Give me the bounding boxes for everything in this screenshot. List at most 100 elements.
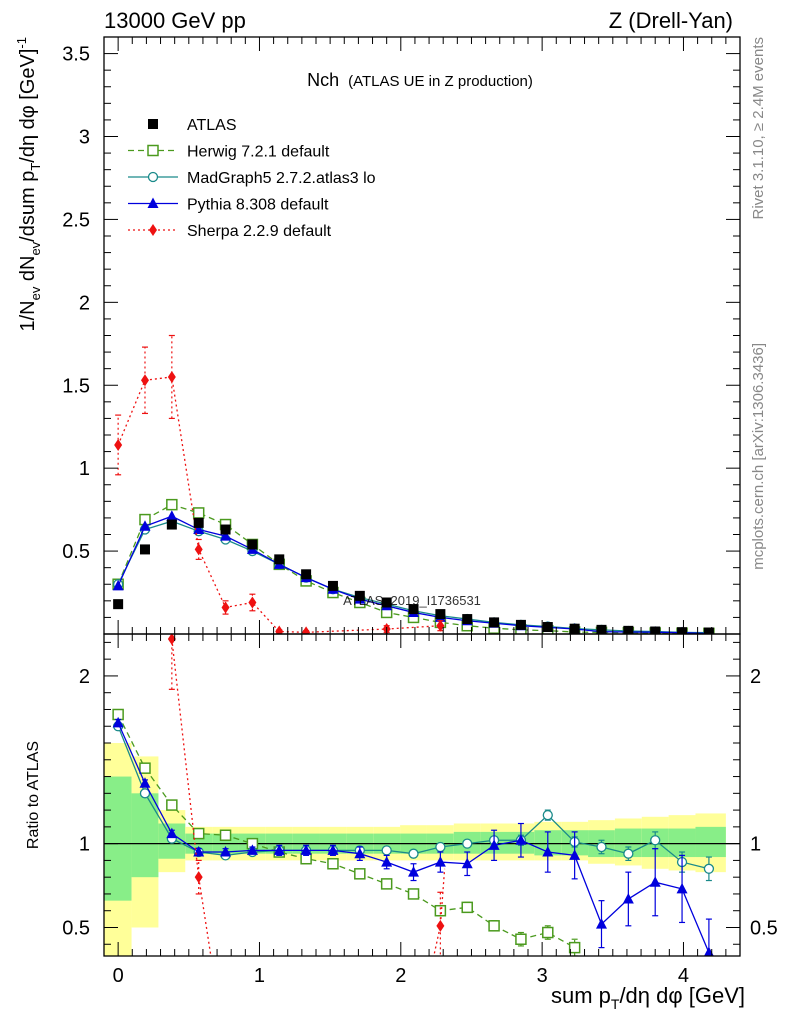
legend-marker [149,224,157,236]
legend-label: ATLAS [187,117,237,134]
atlas-point [247,539,258,550]
atlas-point [677,627,688,634]
atlas-point [435,609,446,620]
sherpa-ratio-point [167,634,176,646]
x-tick-label: 4 [678,965,689,987]
pythia-ratio-point [408,866,420,877]
ratio-series-pythia [112,716,714,956]
ratio-panel: 0 1 2 3 4 0.5 0.5 1 1 2 2 Ratio to ATLAS [25,633,778,987]
pythia-ratio-point [461,857,473,869]
legend-marker [147,171,159,183]
atlas-point [301,569,312,580]
pythia-point [112,579,124,591]
ratio-y-tick-label-right: 1 [750,834,761,856]
watermark: ATLAS_2019_I1736531 [343,593,481,608]
herwig-ratio-point [407,888,420,900]
sherpa-ratio-line [171,638,212,956]
ratio-plot-data [104,634,740,956]
madgraph-ratio-point [596,841,607,853]
sherpa-ratio-point [194,871,203,884]
main-plot-data [112,334,715,634]
herwig-ratio-point [515,933,527,945]
legend-item-madgraph: MadGraph5 2.7.2.atlas3 lo [128,170,376,187]
y-tick-label: 1 [79,458,90,480]
herwig-ratio-point [219,829,232,841]
atlas-point [274,554,285,565]
x-tick-label: 3 [537,965,548,987]
pythia-ratio-point [622,892,634,904]
atlas-point [113,599,124,610]
legend: ATLAS Herwig 7.2.1 default MadGraph5 2.7.2… [128,117,376,240]
ratio-y-tick-label-right: 2 [750,666,761,688]
y-tick-label: 2 [79,292,90,314]
legend-marker [147,144,159,157]
legend-item-atlas: ATLAS [148,117,237,134]
herwig-ratio-point [139,762,151,774]
band-inner [695,826,726,858]
y-tick-label: 3.5 [62,44,90,66]
ratio-y-axis-label: Ratio to ATLAS [25,741,42,849]
legend-label: Herwig 7.2.1 default [187,144,330,161]
atlas-point [354,590,365,601]
chart-title: Nch (ATLAS UE in Z production) [307,70,533,90]
pythia-ratio-point [676,882,688,894]
pythia-ratio-point [246,844,258,855]
pythia-ratio-point [595,918,607,929]
band-inner [131,793,159,878]
legend-label: Sherpa 2.2.9 default [187,223,332,240]
herwig-ratio-point [461,901,473,914]
madgraph-ratio-point [408,848,419,859]
atlas-point [623,625,634,634]
sherpa-ratio-line [433,868,446,956]
chart-subtitle: (ATLAS UE in Z production) [348,73,533,90]
sherpa-point [194,543,203,556]
y-tick-label: 0.5 [62,541,90,563]
sherpa-point [140,374,149,387]
pythia-point [139,520,151,531]
sherpa-point [248,596,257,609]
x-tick-label: 0 [113,965,124,987]
legend-label: MadGraph5 2.7.2.atlas3 lo [187,170,376,187]
pythia-ratio-point [649,876,661,887]
sherpa-point [275,625,284,634]
y-tick-label: 1.5 [62,375,90,397]
atlas-point [462,614,473,625]
herwig-point [166,498,178,511]
pythia-point [220,530,232,541]
pythia-point [193,523,205,535]
herwig-ratio-point [434,904,447,917]
atlas-point [408,604,419,615]
pythia-ratio-point [139,777,151,788]
atlas-point [569,623,580,634]
herwig-point [192,507,205,519]
main-y-axis-label: 1/Nev dNev/dsum pT/dη dφ [GeV]-1 [14,37,43,332]
series-sherpa [114,334,445,634]
ratio-y-tick-label: 0.5 [62,917,90,939]
atlas-point [489,617,500,628]
atlas-point [220,524,231,535]
atlas-point [542,622,553,633]
legend-marker [147,197,159,208]
sherpa-point [436,619,445,632]
ratio-y-tick-label-right: 0.5 [750,917,778,939]
herwig-ratio-point [166,799,178,811]
herwig-ratio-point [192,827,205,840]
ratio-series-sherpa [167,634,446,956]
ratio-frame [103,633,741,957]
mcplots-label: mcplots.cern.ch [arXiv:1306.3436] [750,343,767,570]
herwig-ratio-point [488,920,500,932]
madgraph-ratio-point [139,788,151,799]
sherpa-point [167,370,176,383]
ratio-y-tick-label: 2 [79,666,90,688]
herwig-ratio-point [327,858,339,870]
atlas-point [166,519,177,530]
atlas-uncertainty-bands [104,743,726,956]
legend-marker [148,119,158,129]
madgraph-ratio-point [650,835,661,846]
pythia-ratio-point [112,716,124,728]
sherpa-point [302,626,311,634]
herwig-ratio-point [380,878,393,890]
atlas-point [515,619,526,630]
pythia-ratio-point [273,844,285,855]
